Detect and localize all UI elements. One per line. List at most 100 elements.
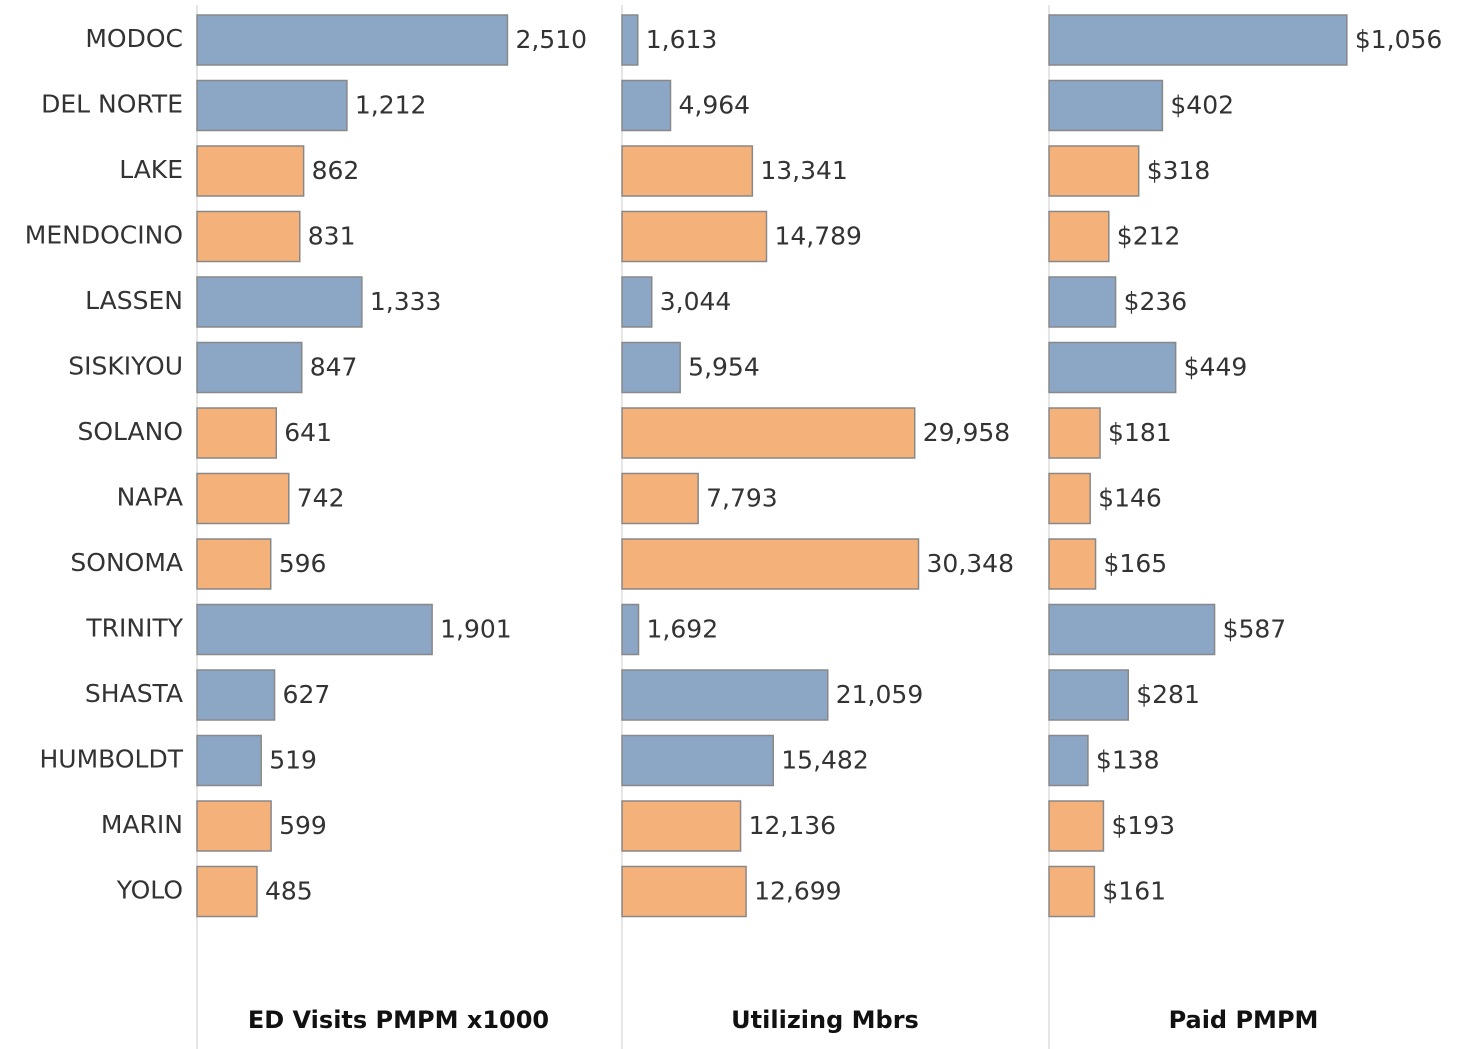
value-label: 1,212 [355, 91, 427, 120]
value-label: 29,958 [923, 418, 1010, 447]
category-label: MENDOCINO [25, 221, 183, 250]
bar [196, 14, 509, 66]
bar [196, 210, 301, 263]
axis-title: ED Visits PMPM x1000 [248, 1006, 549, 1034]
bar [621, 145, 754, 197]
value-label: 7,793 [706, 484, 778, 513]
value-label: 4,964 [679, 91, 751, 120]
category-label: MARIN [101, 810, 183, 839]
bar [621, 603, 640, 656]
bar [1048, 800, 1105, 852]
category-label: SONOMA [70, 548, 183, 577]
bar [196, 538, 272, 590]
value-label: 641 [284, 418, 332, 447]
bar [1048, 538, 1097, 590]
value-label: $1,056 [1355, 25, 1442, 54]
value-label: $587 [1223, 615, 1287, 644]
value-label: 847 [310, 353, 358, 382]
value-label: 1,901 [440, 615, 512, 644]
bar [1048, 865, 1096, 918]
bar [621, 538, 920, 590]
bar [1048, 407, 1101, 459]
bar [621, 341, 681, 394]
value-label: 596 [279, 549, 327, 578]
bar [1048, 276, 1117, 328]
bar [621, 79, 672, 132]
value-label: 1,333 [370, 287, 442, 316]
category-label: MODOC [85, 24, 183, 53]
value-label: $181 [1108, 418, 1172, 447]
value-label: 21,059 [836, 680, 923, 709]
category-label: DEL NORTE [41, 90, 183, 119]
bar [1048, 603, 1216, 656]
bar [1048, 734, 1089, 787]
value-label: 742 [297, 484, 345, 513]
value-label: 627 [283, 680, 331, 709]
value-label: $318 [1147, 156, 1211, 185]
value-label: 862 [312, 156, 360, 185]
value-label: 2,510 [515, 25, 587, 54]
bar [196, 669, 276, 721]
bar [621, 865, 747, 918]
value-label: $138 [1096, 746, 1160, 775]
category-label: TRINITY [85, 614, 183, 643]
bar [196, 79, 348, 132]
bar [1048, 472, 1091, 525]
bar [621, 407, 916, 459]
bar [1048, 145, 1140, 197]
value-label: 12,699 [754, 877, 841, 906]
category-label: YOLO [116, 876, 183, 905]
bar [621, 472, 699, 525]
axis-title: Utilizing Mbrs [731, 1006, 919, 1034]
value-label: $281 [1136, 680, 1200, 709]
value-label: 15,482 [781, 746, 868, 775]
value-label: 1,613 [646, 25, 718, 54]
value-label: $449 [1184, 353, 1248, 382]
category-label: NAPA [117, 483, 183, 512]
category-label: LAKE [119, 155, 183, 184]
bar [621, 669, 829, 721]
bar [1048, 210, 1110, 263]
value-label: $193 [1111, 811, 1175, 840]
bar [196, 865, 258, 918]
bar [196, 341, 303, 394]
value-label: 519 [269, 746, 317, 775]
value-label: $161 [1102, 877, 1166, 906]
bar [196, 734, 262, 787]
value-label: $165 [1104, 549, 1168, 578]
bar [621, 14, 639, 66]
category-label: SISKIYOU [68, 352, 183, 381]
bar [196, 603, 433, 656]
value-label: 5,954 [688, 353, 760, 382]
bar [196, 472, 290, 525]
value-label: $146 [1098, 484, 1162, 513]
bar [1048, 669, 1130, 721]
bar [621, 734, 775, 787]
bar [196, 407, 278, 459]
category-label: SOLANO [77, 417, 183, 446]
value-label: $236 [1124, 287, 1188, 316]
value-label: 831 [308, 222, 356, 251]
category-label: LASSEN [85, 286, 183, 315]
bar [621, 276, 653, 328]
bar [196, 800, 272, 852]
value-label: 13,341 [760, 156, 847, 185]
value-label: $402 [1170, 91, 1234, 120]
category-label: SHASTA [85, 679, 183, 708]
value-label: 3,044 [660, 287, 732, 316]
axis-title: Paid PMPM [1169, 1006, 1319, 1034]
bar [196, 145, 305, 197]
value-label: 12,136 [749, 811, 836, 840]
bar [1048, 14, 1348, 66]
value-label: 1,692 [647, 615, 719, 644]
bar [621, 800, 742, 852]
value-label: 14,789 [774, 222, 861, 251]
value-label: 485 [265, 877, 313, 906]
bar [1048, 79, 1164, 132]
bar [621, 210, 768, 263]
value-label: 30,348 [927, 549, 1014, 578]
bar [1048, 341, 1177, 394]
value-label: 599 [279, 811, 327, 840]
category-label: HUMBOLDT [39, 745, 183, 774]
